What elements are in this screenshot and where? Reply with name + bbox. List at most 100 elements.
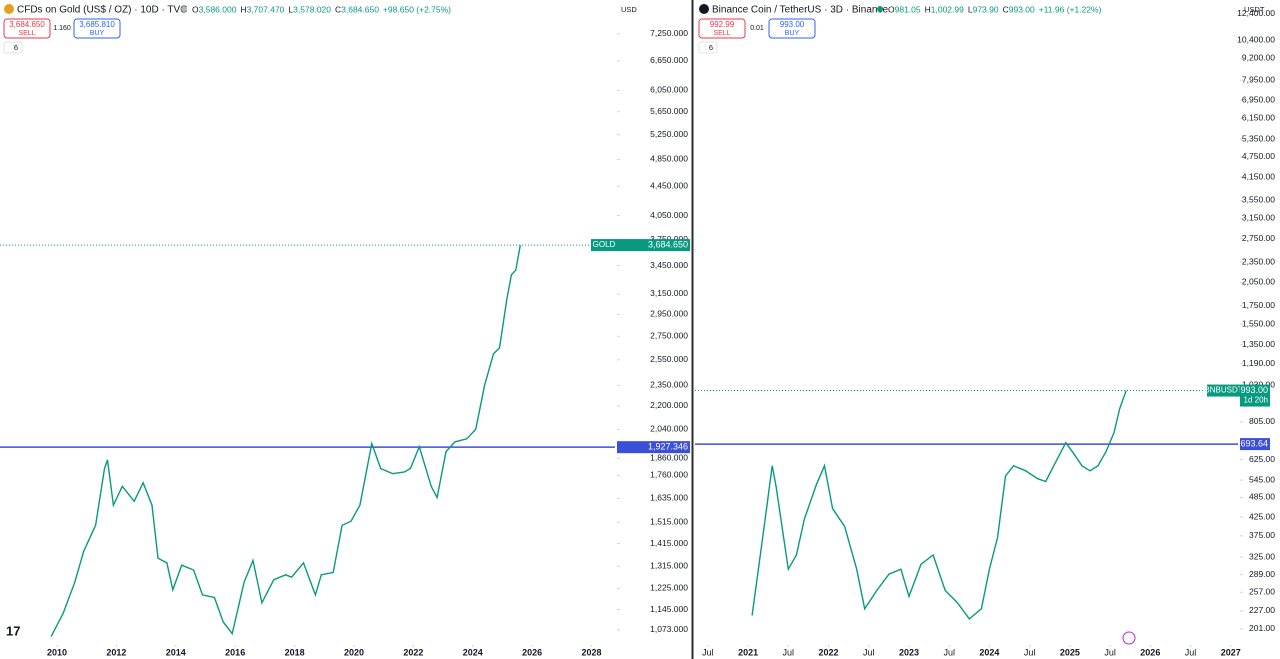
ohlc-key: O [888,4,895,14]
y-tick-label: 3,450.000 [650,260,688,270]
ohlc-key: C [1003,4,1009,14]
y-tick-label: 257.00 [1249,587,1275,597]
y-tick-label: 1,350.00 [1242,339,1275,349]
y-tick-label: 6,650.000 [650,55,688,65]
level-label-bg [617,441,690,454]
y-tick-label: 545.00 [1249,474,1275,484]
logo-mark: 17 [6,623,20,638]
y-tick-label: 4,050.000 [650,210,688,220]
y-tick-label: 1,190.00 [1242,358,1275,368]
y-tick-label: 1,635.000 [650,493,688,503]
y-tick-label: 375.00 [1249,530,1275,540]
y-tick-label: 5,650.000 [650,106,688,116]
y-tick-label: 1,860.000 [650,453,688,463]
event-icon[interactable] [1122,631,1136,645]
y-tick-label: 1,073.000 [650,624,688,634]
ohlc-value: 3,707.470 [247,4,285,14]
ohlc-value: 3,578.020 [293,4,331,14]
x-tick-label: 2026 [522,647,542,657]
y-tick-label: 4,450.000 [650,180,688,190]
level-label-bg [1240,438,1270,451]
indicators-toggle[interactable] [698,41,718,54]
indicators-toggle[interactable] [3,41,23,54]
symbol-title[interactable]: CFDs on Gold (US$ / OZ) · 10D · TVC [17,5,187,16]
price-line [751,390,1127,620]
ohlc-value: 3,684.650 [341,4,379,14]
y-tick-label: 4,850.000 [650,154,688,164]
y-tick-label: 4,150.00 [1242,171,1275,181]
sell-button[interactable] [698,18,746,39]
y-tick-label: 3,550.00 [1242,195,1275,205]
y-tick-label: 1,515.000 [650,516,688,526]
header-bg [0,0,575,18]
sell-label: SELL [713,30,730,37]
x-tick-label: Jul [783,647,795,657]
ohlc-key: O [192,4,199,14]
last-price-label: 3,684.650 [648,239,688,249]
ohlc-value: 981.05 [895,4,921,14]
x-tick-label: 2027 [1221,647,1241,657]
ohlc-value: 973.90 [973,4,999,14]
y-tick-label: 201.00 [1249,623,1275,633]
sell-price: 992.99 [710,20,735,29]
symbol-label-bg [591,239,617,252]
indicators-count: 6 [14,43,18,52]
buy-button[interactable] [768,18,816,39]
y-tick-label: 1,750.00 [1242,300,1275,310]
symbol-label-bg [1207,384,1240,397]
y-tick-label: 1,315.000 [650,561,688,571]
buy-button[interactable] [73,18,121,39]
y-tick-label: 625.00 [1249,454,1275,464]
x-tick-label: 2016 [225,647,245,657]
x-tick-label: 2022 [819,647,839,657]
x-tick-label: 2025 [1060,647,1080,657]
sell-label: SELL [18,30,35,37]
y-tick-label: 3,150.000 [650,288,688,298]
currency-label: USDT [1244,5,1265,14]
y-tick-label: 12,400.00 [1237,8,1275,18]
x-tick-label: 2018 [285,647,305,657]
y-tick-label: 4,750.00 [1242,151,1275,161]
spread: 0.01 [750,25,764,32]
sell-button[interactable] [3,18,51,39]
x-tick-label: Jul [702,647,714,657]
y-tick-label: 2,750.00 [1242,233,1275,243]
symbol-icon [699,4,709,14]
buy-price: 3,685.810 [79,20,115,29]
y-tick-label: 2,950.000 [650,309,688,319]
buy-label: BUY [785,30,800,37]
ohlc-value: 3,586.000 [199,4,237,14]
y-tick-label: 9,200.00 [1242,53,1275,63]
buy-price: 993.00 [780,20,805,29]
symbol-title[interactable]: Binance Coin / TetherUS · 3D · Binance [712,5,888,16]
level-label: 693.64 [1240,438,1268,448]
y-tick-label: 2,350.00 [1242,256,1275,266]
tv-logo: 17 [6,623,20,638]
x-tick-label: 2021 [738,647,758,657]
y-tick-label: 2,750.000 [650,331,688,341]
y-tick-label: 2,550.000 [650,354,688,364]
x-tick-label: 2023 [899,647,919,657]
status-dot [181,6,187,12]
x-tick-label: Jul [1185,647,1197,657]
last-price-label: 993.00 [1240,385,1268,395]
countdown-label: 1d 20h [1244,396,1268,405]
symbol-label: GOLD [593,240,616,249]
status-dot [877,6,883,12]
currency-label: USD [621,5,637,14]
change-value: +98.650 (+2.75%) [383,4,451,14]
y-tick-label: 2,350.000 [650,380,688,390]
y-tick-label: 325.00 [1249,551,1275,561]
x-tick-label: 2012 [106,647,126,657]
y-tick-label: 425.00 [1249,511,1275,521]
x-tick-label: 2024 [463,647,483,657]
y-tick-label: 227.00 [1249,605,1275,615]
x-tick-label: 2026 [1140,647,1160,657]
ohlc-value: 1,002.99 [931,4,964,14]
x-tick-label: 2028 [582,647,602,657]
y-tick-label: 485.00 [1249,492,1275,502]
spread: 1.160 [53,25,71,32]
symbol-label: BNBUSDT [1204,386,1242,395]
